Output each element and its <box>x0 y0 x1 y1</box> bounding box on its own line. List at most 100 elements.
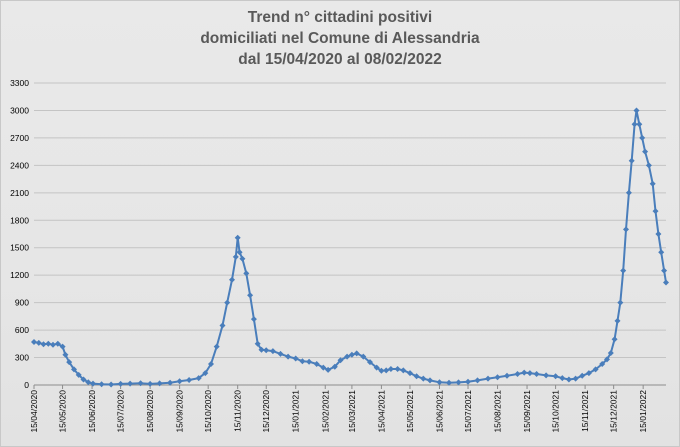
x-tick-label: 15/01/2022 <box>638 390 648 433</box>
data-point <box>353 350 360 357</box>
data-point <box>90 380 96 387</box>
data-point <box>208 361 214 367</box>
data-point <box>243 270 250 277</box>
data-point <box>360 353 367 360</box>
data-point <box>156 380 163 387</box>
x-tick-label: 15/02/2021 <box>320 390 330 433</box>
data-point <box>383 367 390 374</box>
data-point <box>604 356 610 363</box>
data-point <box>250 316 257 323</box>
x-tick-label: 15/06/2021 <box>434 390 444 433</box>
data-point <box>31 339 37 345</box>
data-point <box>50 341 56 348</box>
data-point <box>167 379 174 386</box>
data-point <box>623 226 629 233</box>
data-point <box>649 180 656 187</box>
data-point <box>436 379 443 386</box>
data-point <box>599 361 606 367</box>
data-point <box>620 267 627 274</box>
data-point <box>176 378 183 385</box>
data-point <box>579 372 586 379</box>
x-tick-label: 15/05/2020 <box>58 390 68 433</box>
x-tick-label: 15/09/2021 <box>522 390 532 433</box>
data-point <box>254 340 261 347</box>
data-point <box>485 375 491 382</box>
x-tick-label: 15/11/2021 <box>580 390 590 432</box>
data-point <box>219 322 226 329</box>
data-point <box>229 276 235 283</box>
x-tick-label: 15/07/2020 <box>116 390 126 433</box>
data-point <box>543 372 550 379</box>
data-point <box>313 361 320 367</box>
data-point <box>306 358 313 365</box>
data-point <box>263 347 270 354</box>
data-point <box>239 255 246 262</box>
x-tick-label: 15/09/2020 <box>175 390 185 433</box>
data-point <box>504 372 510 379</box>
data-point <box>400 367 407 374</box>
data-point <box>137 380 144 387</box>
y-tick-label: 3300 <box>10 78 29 88</box>
chart-title-line-1: Trend n° cittadini positivi <box>247 9 433 26</box>
data-point <box>633 107 640 114</box>
data-point <box>446 379 452 386</box>
y-tick-label: 300 <box>15 353 29 363</box>
data-point <box>614 317 621 324</box>
data-point <box>258 346 265 353</box>
data-point <box>572 375 579 382</box>
data-point <box>420 375 427 382</box>
data-point <box>195 375 202 382</box>
data-point <box>62 351 69 358</box>
y-tick-label: 1200 <box>10 270 29 280</box>
y-tick-label: 1500 <box>10 243 29 253</box>
x-tick-label: 15/12/2020 <box>261 390 271 433</box>
data-point <box>617 299 624 306</box>
data-point <box>35 339 42 346</box>
data-point <box>521 369 528 376</box>
y-tick-label: 0 <box>24 380 29 390</box>
data-point <box>45 340 52 347</box>
data-point <box>202 370 209 377</box>
data-point <box>625 189 632 196</box>
data-point <box>292 355 299 362</box>
data-point <box>80 376 87 383</box>
data-point <box>645 162 652 169</box>
data-point <box>54 340 61 347</box>
data-point <box>325 366 332 373</box>
chart-title: Trend n° cittadini positivi domiciliati … <box>0 7 680 70</box>
x-tick-label: 15/04/2020 <box>29 390 39 433</box>
data-point <box>234 234 241 241</box>
x-tick-label: 15/04/2021 <box>376 390 386 433</box>
data-point <box>98 381 105 388</box>
x-tick-label: 15/08/2021 <box>493 390 503 433</box>
data-point <box>373 364 380 371</box>
data-point <box>655 231 662 237</box>
data-point <box>213 343 220 350</box>
data-point <box>337 357 344 364</box>
y-tick-label: 3000 <box>10 105 29 115</box>
data-point <box>387 366 394 372</box>
data-point <box>552 373 559 380</box>
data-point <box>59 343 66 350</box>
data-point <box>413 373 420 380</box>
x-tick-label: 15/03/2021 <box>347 390 357 433</box>
data-point <box>186 377 193 383</box>
data-point <box>607 350 614 356</box>
data-point <box>269 348 276 355</box>
data-point <box>320 364 327 371</box>
data-point <box>663 279 669 286</box>
data-point <box>526 370 533 377</box>
data-point <box>465 378 471 385</box>
data-point <box>224 299 231 306</box>
data-point <box>108 381 115 388</box>
data-point <box>331 363 338 370</box>
data-point <box>565 376 572 383</box>
data-point <box>631 121 638 128</box>
data-point <box>75 371 82 378</box>
x-tick-label: 15/07/2021 <box>463 390 473 433</box>
data-point <box>247 292 254 299</box>
data-point <box>474 377 481 384</box>
data-point <box>559 375 566 382</box>
data-point <box>367 359 373 366</box>
